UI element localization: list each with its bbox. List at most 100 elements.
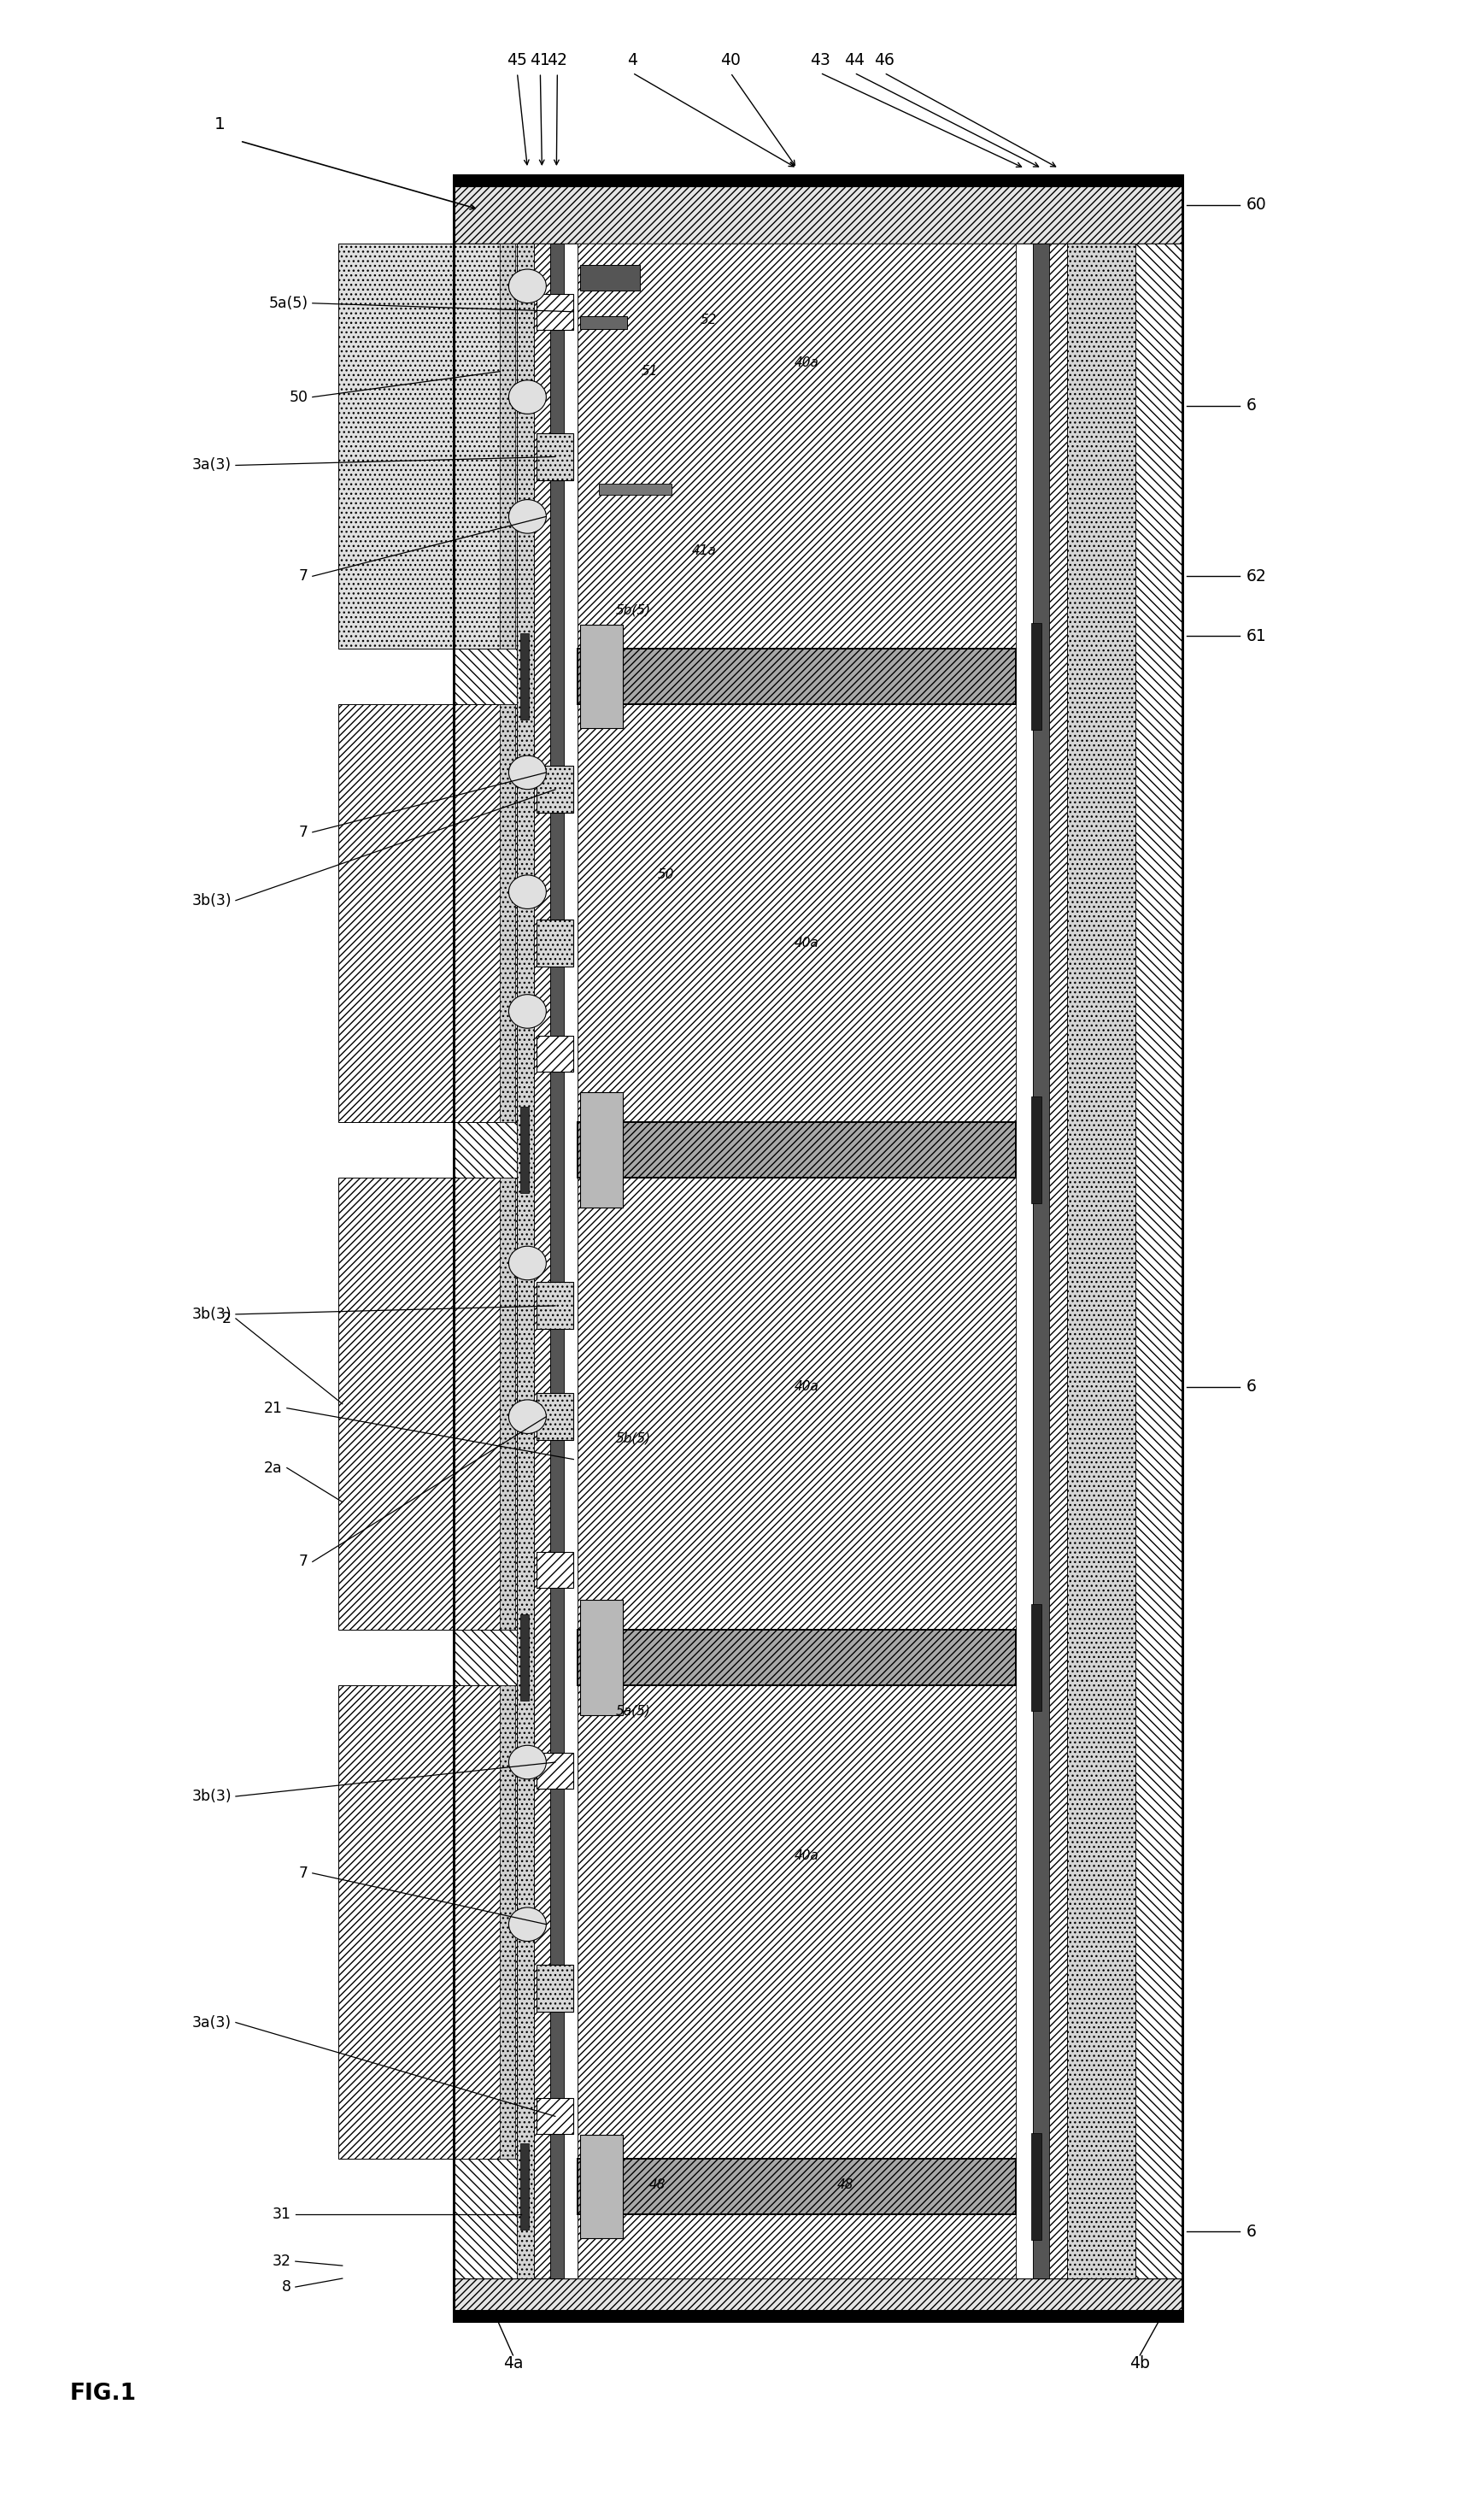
Bar [577,242,1017,649]
Text: 7: 7 [298,1866,309,1881]
Bar [338,1177,518,1631]
Text: 61: 61 [1247,627,1267,644]
Text: 50: 50 [657,869,675,882]
Bar [1017,242,1033,2278]
Text: 32: 32 [273,2253,291,2268]
Bar [534,242,551,2278]
Text: 60: 60 [1247,197,1267,212]
Bar [453,2278,1183,2321]
Text: 31: 31 [273,2206,291,2223]
Bar [521,634,530,719]
Bar [453,242,518,2278]
Bar [537,1394,573,1441]
Text: 51: 51 [641,365,657,377]
Bar [580,265,640,290]
Bar [537,2098,573,2133]
Text: 21: 21 [264,1401,282,1416]
Text: 7: 7 [298,570,309,585]
Bar [1031,1604,1042,1711]
Bar [1031,1097,1042,1204]
Bar [537,1037,573,1072]
Text: 40a: 40a [794,1849,819,1864]
Ellipse shape [509,994,546,1029]
Text: 3b(3): 3b(3) [191,1789,232,1804]
Bar [577,1631,1017,1686]
Text: 7: 7 [298,1554,309,1569]
Bar [537,1551,573,1589]
Text: 3a(3): 3a(3) [191,457,232,472]
Bar [564,242,577,2278]
Text: 5b(5): 5b(5) [616,1431,650,1444]
Text: 52: 52 [700,315,717,327]
Text: 48: 48 [650,2178,666,2191]
Text: FIG.1: FIG.1 [70,2383,137,2406]
Text: 5a(5): 5a(5) [269,295,309,310]
Bar [580,2136,623,2238]
Text: 2: 2 [223,1311,232,1326]
Bar [577,1177,1017,1631]
Text: 40a: 40a [794,937,819,949]
Text: 45: 45 [508,52,527,67]
Text: 40: 40 [720,52,741,67]
Bar [537,1966,573,2011]
Text: 40a: 40a [794,357,819,370]
Bar [537,919,573,967]
Ellipse shape [509,500,546,535]
Bar [453,175,1183,2321]
Text: 62: 62 [1247,567,1267,585]
Ellipse shape [509,380,546,415]
Text: 50: 50 [289,390,309,405]
Bar [453,175,1183,2321]
Text: 46: 46 [874,52,895,67]
Text: 6: 6 [1247,397,1257,415]
Bar [453,2311,1183,2321]
Ellipse shape [509,1746,546,1779]
Bar [600,485,672,495]
Text: 1: 1 [214,115,226,132]
Bar [1031,2133,1042,2241]
Text: 4b: 4b [1129,2356,1150,2373]
Bar [453,175,1183,187]
Bar [518,242,534,2278]
Text: 43: 43 [810,52,830,67]
Bar [577,2213,1017,2278]
Bar [500,704,515,1122]
Bar [580,1092,623,1207]
Bar [537,295,573,330]
Bar [1049,242,1067,2278]
Bar [537,1754,573,1789]
Bar [338,1686,518,2158]
Bar [1031,622,1042,729]
Text: 44: 44 [844,52,864,67]
Bar [521,1614,530,1701]
Text: 4: 4 [628,52,638,67]
Text: 7: 7 [298,824,309,839]
Text: 41: 41 [530,52,551,67]
Ellipse shape [509,1247,546,1279]
Bar [580,624,623,727]
Text: 48: 48 [837,2178,853,2191]
Bar [1135,242,1183,2278]
Bar [551,242,564,2278]
Text: 5a(5): 5a(5) [616,1704,650,1719]
Ellipse shape [509,270,546,302]
Ellipse shape [509,1908,546,1941]
Text: 6: 6 [1247,1379,1257,1394]
Bar [521,1107,530,1194]
Bar [500,1177,515,1631]
Bar [521,2143,530,2231]
Ellipse shape [509,874,546,909]
Bar [577,649,1017,704]
Text: 3a(3): 3a(3) [191,2016,232,2031]
Bar [577,1686,1017,2158]
Bar [580,1601,623,1716]
Text: 4a: 4a [503,2356,522,2373]
Bar [580,315,628,330]
Text: 40a: 40a [794,1381,819,1394]
Bar [453,175,1183,242]
Bar [577,704,1017,1122]
Text: 6: 6 [1247,2223,1257,2241]
Bar [537,1281,573,1329]
Text: 2a: 2a [264,1461,282,1476]
Text: 8: 8 [282,2278,291,2296]
